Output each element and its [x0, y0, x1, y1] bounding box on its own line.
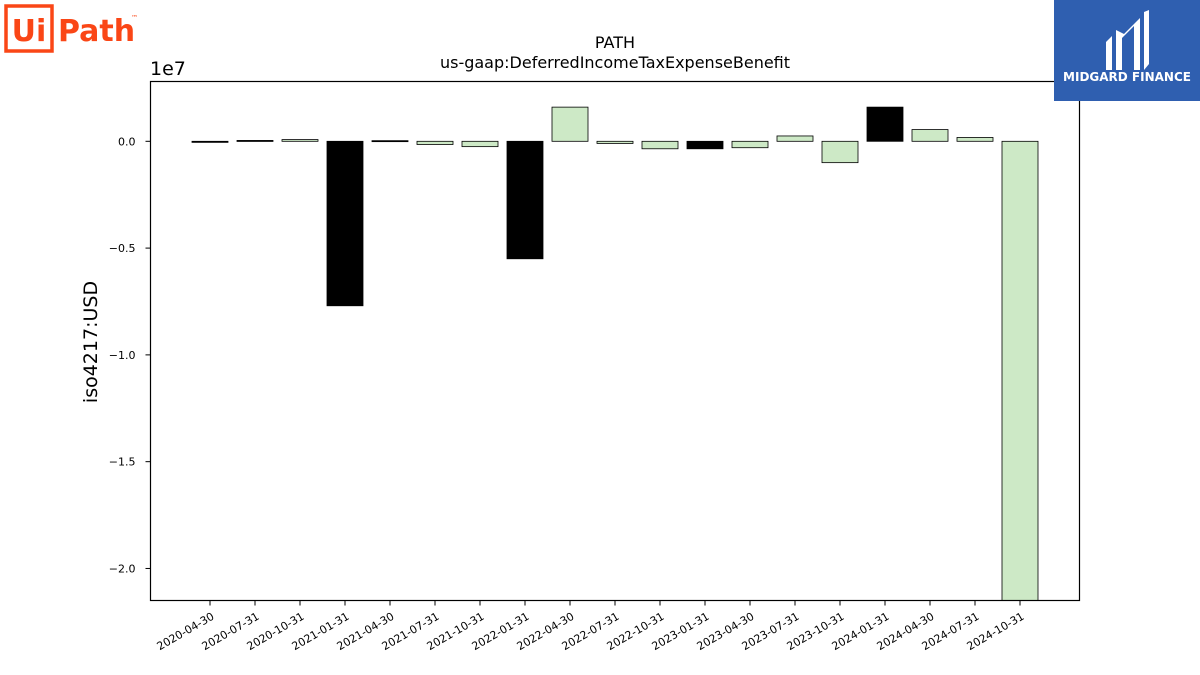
uipath-logo-box [4, 4, 54, 53]
bar-2023-07-31 [776, 135, 814, 142]
bar-2020-04-30 [191, 140, 229, 143]
midgard-emblem-icon [1106, 10, 1149, 70]
y-axis-label: iso4217:USD [80, 281, 102, 403]
y-tick-label: −1.0 [109, 349, 136, 362]
bar-2023-10-31 [821, 140, 859, 164]
y-tick-label: −2.0 [109, 562, 136, 575]
y-tick-label: 0.0 [118, 135, 136, 148]
bar-2021-10-31 [461, 140, 499, 148]
bar-2024-07-31 [956, 137, 994, 142]
chart-title: PATH [595, 33, 635, 52]
uipath-logo: Ui Path ™ [4, 4, 144, 56]
bar-2020-10-31 [281, 139, 319, 142]
bar-2021-01-31 [326, 140, 364, 307]
uipath-logo-ui: Ui [12, 14, 47, 49]
bar-2024-10-31 [1001, 140, 1039, 601]
bar-2021-04-30 [371, 140, 409, 143]
bar-2020-07-31 [236, 140, 274, 142]
bar-2022-01-31 [506, 140, 544, 260]
y-tick-label: −0.5 [109, 242, 136, 255]
scale-label: 1e7 [150, 58, 186, 80]
bar-2021-07-31 [416, 140, 454, 145]
y-ticks-group: 0.0 −0.5 −1.0 −1.5 −2.0 [109, 135, 151, 575]
bar-2022-10-31 [641, 140, 679, 150]
midgard-finance-logo: MIDGARD FINANCE [1054, 0, 1200, 101]
x-ticks-group: 2020-04-302020-07-312020-10-312021-01-31… [155, 600, 1027, 653]
bar-2023-01-31 [686, 140, 724, 150]
midgard-logo-text: MIDGARD FINANCE [1063, 70, 1191, 84]
uipath-logo-tm: ™ [131, 14, 138, 22]
bars-group [191, 106, 1039, 601]
chart-subtitle: us-gaap:DeferredIncomeTaxExpenseBenefit [440, 53, 790, 72]
plot-frame [149, 80, 1081, 602]
bar-2023-04-30 [731, 140, 769, 149]
midgard-logo-graphic: MIDGARD FINANCE [1063, 10, 1191, 84]
bar-2022-07-31 [596, 140, 634, 144]
y-tick-label: −1.5 [109, 456, 136, 469]
uipath-logo-path: Path [58, 14, 135, 49]
bar-2022-04-30 [551, 106, 589, 142]
uipath-logo-graphic: Ui Path ™ [4, 4, 138, 53]
bar-2024-01-31 [866, 106, 904, 142]
bar-2024-04-30 [911, 129, 949, 142]
